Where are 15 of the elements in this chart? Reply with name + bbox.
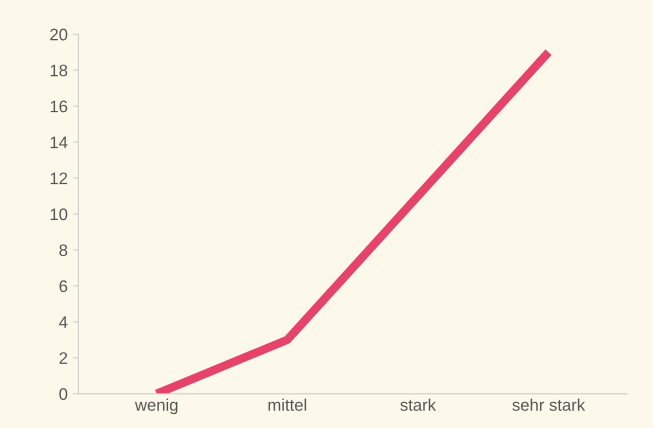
y-tick-label: 16: [50, 100, 68, 112]
y-tick-label: 20: [50, 28, 68, 40]
y-tick-label: 18: [50, 64, 68, 76]
y-tick-label: 12: [50, 172, 68, 184]
y-tick-label: 8: [59, 244, 68, 256]
y-tick-label: 0: [59, 388, 68, 400]
x-tick-label: sehr stark: [512, 398, 586, 411]
y-tick-label: 2: [60, 352, 68, 364]
x-tick-label: mittel: [268, 398, 306, 411]
x-tick-label: wenig: [134, 398, 178, 414]
y-tick-label: 14: [50, 136, 68, 148]
y-tick-label: 4: [59, 316, 68, 328]
x-tick-label: stark: [400, 398, 436, 411]
y-tick-label: 6: [60, 280, 68, 292]
y-tick-label: 10: [50, 208, 68, 220]
